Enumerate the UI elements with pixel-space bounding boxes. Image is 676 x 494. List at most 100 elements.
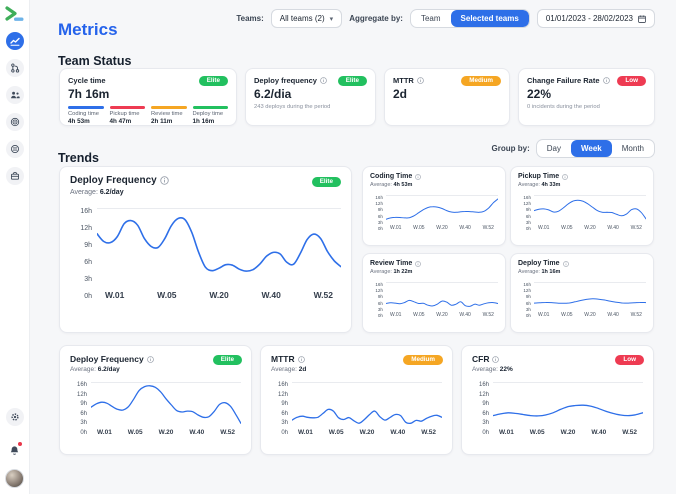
- chart-title: CFR: [472, 354, 490, 364]
- sidebar-item-metrics[interactable]: [5, 32, 24, 50]
- x-axis-labels: W.01 W.05 W.20 W.40 W.52: [390, 225, 494, 231]
- average-label: Average:: [518, 182, 540, 188]
- x-axis-labels: W.01 W.05 W.20 W.40 W.52: [105, 290, 333, 300]
- average-label: Average:: [472, 366, 498, 373]
- cfr-title: Change Failure Rate: [527, 76, 600, 85]
- x-axis-labels: W.01 W.05 W.20 W.40 W.52: [390, 312, 494, 318]
- line-chart: [493, 382, 643, 424]
- info-icon[interactable]: [146, 355, 154, 363]
- change-failure-rate-card: Change Failure Rate Low 22% 0 incidents …: [518, 68, 655, 126]
- review-time-value: 2h 11m: [151, 118, 173, 125]
- coding-time-metric: Coding time 4h 53m: [68, 106, 104, 125]
- team-status-heading: Team Status: [58, 54, 132, 69]
- aggregate-by-label: Aggregate by:: [349, 14, 403, 23]
- aggregate-segmented-control: Team Selected teams: [409, 9, 530, 28]
- sidebar-item-pull-requests[interactable]: [5, 59, 24, 77]
- pickup-time-label: Pickup time: [109, 111, 140, 117]
- deploy-frequency-badge: Elite: [337, 76, 367, 87]
- sidebar-item-goals[interactable]: [5, 113, 24, 131]
- page-title: Metrics: [58, 20, 118, 40]
- info-icon[interactable]: [417, 77, 424, 84]
- group-by-control: Group by: Day Week Month: [492, 139, 655, 158]
- notifications-button[interactable]: [9, 442, 22, 461]
- deploy-frequency-trend-card: Deploy Frequency Elite Average: 6.2/day …: [59, 166, 352, 333]
- pickup-time-metric: Pickup time 4h 47m: [109, 106, 145, 125]
- cfr-trend-card: CFR Low Average: 22% 16h 12h 9h 6h 3h 0h W.01…: [461, 345, 654, 455]
- chart-badge: Low: [615, 355, 644, 366]
- calendar-icon: [638, 14, 646, 23]
- chart-title: Coding Time: [370, 173, 413, 180]
- sidebar: [0, 0, 30, 494]
- cycle-time-card: Cycle time Elite 7h 16m Coding time 4h 5…: [59, 68, 237, 126]
- settings-button[interactable]: [5, 408, 24, 426]
- user-avatar[interactable]: [5, 469, 24, 488]
- app-logo-icon[interactable]: [4, 6, 25, 24]
- group-by-label: Group by:: [491, 144, 530, 153]
- chart-title: Pickup Time: [518, 173, 560, 180]
- coding-time-bar: [68, 106, 104, 109]
- info-icon[interactable]: [415, 173, 422, 180]
- deploy-time-trend-card: Deploy Time Average: 1h 16m 16h 12h 9h 6h 3h…: [510, 253, 654, 333]
- x-axis-labels: W.01 W.05 W.20 W.40 W.52: [298, 429, 436, 436]
- teams-dropdown[interactable]: All teams (2) ▾: [270, 9, 343, 28]
- pickup-time-bar: [109, 106, 145, 109]
- x-axis-labels: W.01 W.05 W.20 W.40 W.52: [538, 225, 642, 231]
- info-icon[interactable]: [602, 77, 610, 84]
- average-label: Average:: [70, 189, 98, 196]
- goals-target-icon: [10, 117, 19, 127]
- sidebar-bottom: [5, 408, 24, 494]
- average-label: Average:: [70, 366, 96, 373]
- y-axis-labels: 16h 12h 9h 6h 3h 0h: [80, 208, 92, 300]
- chart-title: Review Time: [370, 260, 413, 267]
- x-axis-labels: W.01 W.05 W.20 W.40 W.52: [499, 429, 637, 436]
- review-time-label: Review time: [151, 111, 183, 117]
- info-icon[interactable]: [492, 355, 500, 363]
- chart-title: Deploy Time: [518, 260, 560, 267]
- average-value: 22%: [499, 366, 513, 373]
- info-icon[interactable]: [562, 173, 568, 180]
- cycle-time-breakdown: Coding time 4h 53m Pickup time 4h 47m Re…: [68, 106, 228, 125]
- line-chart: [534, 282, 646, 308]
- line-chart: [534, 195, 646, 221]
- group-by-day-button[interactable]: Day: [537, 140, 571, 157]
- sidebar-item-insights[interactable]: [5, 140, 24, 158]
- deploy-frequency-title: Deploy frequency: [254, 76, 317, 85]
- y-axis-labels: 16h 12h 9h 6h 3h 0h: [478, 382, 489, 436]
- deploy-time-label: Deploy time: [192, 111, 224, 117]
- header-controls: Teams: All teams (2) ▾ Aggregate by: Tea…: [236, 9, 655, 28]
- y-axis-labels: 16h 12h 9h 6h 3h 0h: [76, 382, 87, 436]
- aggregate-selected-teams-button[interactable]: Selected teams: [450, 10, 529, 27]
- pull-request-icon: [10, 63, 19, 73]
- average-label: Average:: [370, 182, 392, 188]
- cycle-time-value: 7h 16m: [68, 87, 110, 101]
- deploy-time-bar: [192, 106, 228, 109]
- pickup-time-trend-card: Pickup Time Average: 4h 33m 16h 12h 9h 6h 3h…: [510, 166, 654, 246]
- line-chart: [386, 282, 498, 308]
- cycle-time-title: Cycle time: [68, 76, 106, 85]
- average-value: 2d: [298, 366, 307, 373]
- chart-title: MTTR: [271, 354, 295, 364]
- sidebar-item-projects[interactable]: [5, 167, 24, 185]
- chart-badge: Elite: [212, 355, 242, 366]
- cfr-value: 22%: [527, 87, 552, 101]
- line-chart: [97, 208, 341, 282]
- info-icon[interactable]: [159, 176, 169, 185]
- y-axis-labels: 16h 12h 9h 6h 3h 0h: [523, 195, 531, 231]
- bell-icon: [10, 446, 19, 455]
- x-axis-labels: W.01 W.05 W.20 W.40 W.52: [538, 312, 642, 318]
- date-range-picker[interactable]: 01/01/2023 - 28/02/2023: [536, 9, 655, 28]
- info-icon[interactable]: [297, 355, 305, 363]
- info-icon[interactable]: [562, 260, 569, 267]
- y-axis-labels: 16h 12h 9h 6h 3h 0h: [523, 282, 531, 318]
- info-icon[interactable]: [320, 77, 327, 84]
- mttr-trend-card: MTTR Medium Average: 2d 16h 12h 9h 6h 3h 0h W…: [260, 345, 453, 455]
- sidebar-item-teams[interactable]: [5, 86, 24, 104]
- info-icon[interactable]: [415, 260, 422, 267]
- group-by-month-button[interactable]: Month: [612, 140, 654, 157]
- teams-users-icon: [10, 91, 20, 99]
- group-by-week-button[interactable]: Week: [571, 140, 612, 157]
- aggregate-team-button[interactable]: Team: [411, 10, 451, 27]
- review-time-bar: [151, 106, 187, 109]
- gear-icon: [10, 413, 19, 421]
- cycle-time-badge: Elite: [198, 76, 228, 87]
